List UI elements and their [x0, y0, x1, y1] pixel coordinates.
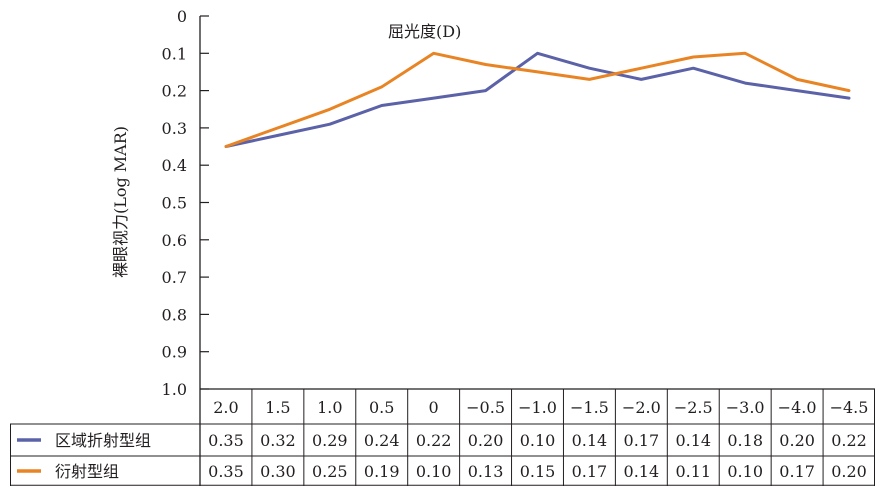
- x-tick-label: 0.5: [369, 398, 394, 417]
- x-tick-label: −0.5: [466, 398, 505, 417]
- y-tick-label: 0.5: [162, 194, 187, 213]
- x-tick-label: −1.5: [570, 398, 609, 417]
- table-cell-value: 0.11: [675, 462, 711, 481]
- table-cell-value: 0.14: [624, 462, 660, 481]
- table-cell-value: 0.14: [572, 431, 608, 450]
- series-line: [224, 51, 851, 148]
- y-tick-label: 0.4: [162, 156, 187, 175]
- y-tick-label: 0.8: [162, 305, 187, 324]
- y-tick-label: 0.7: [162, 268, 187, 287]
- x-tick-label: −4.5: [830, 398, 869, 417]
- x-tick-label: −3.0: [726, 398, 765, 417]
- axes: [199, 15, 209, 486]
- series-name: 区域折射型组: [55, 431, 151, 450]
- x-tick-label: −4.0: [778, 398, 817, 417]
- series-line: [224, 51, 851, 148]
- y-tick-label: 0.9: [162, 343, 187, 362]
- table-cell-value: 0.20: [831, 462, 867, 481]
- table-cell-value: 0.29: [312, 431, 348, 450]
- y-tick-label: 0.6: [162, 231, 187, 250]
- series-name: 衍射型组: [55, 462, 119, 481]
- table-cell-value: 0.17: [779, 462, 815, 481]
- table-cell-value: 0.17: [624, 431, 660, 450]
- table-cell-value: 0.10: [416, 462, 452, 481]
- y-tick-label: 0.1: [162, 44, 187, 63]
- x-tick-label: −2.5: [674, 398, 713, 417]
- y-axis-label: 裸眼视力(Log MAR): [111, 126, 130, 278]
- table-cell-value: 0.13: [468, 462, 504, 481]
- y-tick-label: 0: [177, 7, 187, 26]
- data-table-text: 2.0 1.5 1.0 0.5 0 −0.5 −1.0 −1.5 −2.0 −2.5 −3.0 −4.…: [17, 398, 868, 481]
- chart-labels: 屈光度(D) 裸眼视力(Log MAR): [111, 22, 461, 278]
- table-cell-value: 0.30: [260, 462, 296, 481]
- x-tick-label: 2.0: [213, 398, 238, 417]
- y-tick-label: 0.2: [162, 82, 187, 101]
- table-cell-value: 0.20: [468, 431, 504, 450]
- y-tick-label: 1.0: [162, 380, 187, 399]
- table-cell-value: 0.20: [779, 431, 815, 450]
- table-cell-value: 0.10: [520, 431, 556, 450]
- x-tick-label: 1.5: [265, 398, 290, 417]
- x-tick-label: 0: [429, 398, 439, 417]
- x-tick-label: −1.0: [518, 398, 557, 417]
- y-tick-label: 0.3: [162, 119, 187, 138]
- table-cell-value: 0.24: [364, 431, 400, 450]
- table-cell-value: 0.14: [675, 431, 711, 450]
- table-cell-value: 0.32: [260, 431, 296, 450]
- table-cell-value: 0.25: [312, 462, 348, 481]
- y-tick-labels: 0 0.1 0.2 0.3 0.4 0.5 0.6 0.7 0.8 0.9 1.0: [162, 7, 187, 399]
- chart-title: 屈光度(D): [388, 22, 461, 41]
- table-cell-value: 0.22: [831, 431, 867, 450]
- x-tick-label: −2.0: [622, 398, 661, 417]
- x-tick-label: 1.0: [317, 398, 342, 417]
- table-cell-value: 0.22: [416, 431, 452, 450]
- table-cell-value: 0.17: [572, 462, 608, 481]
- table-cell-value: 0.18: [727, 431, 763, 450]
- table-cell-value: 0.35: [208, 462, 244, 481]
- table-cell-value: 0.35: [208, 431, 244, 450]
- series-lines: [224, 51, 851, 148]
- table-cell-value: 0.15: [520, 462, 556, 481]
- table-cell-value: 0.10: [727, 462, 763, 481]
- table-cell-value: 0.19: [364, 462, 400, 481]
